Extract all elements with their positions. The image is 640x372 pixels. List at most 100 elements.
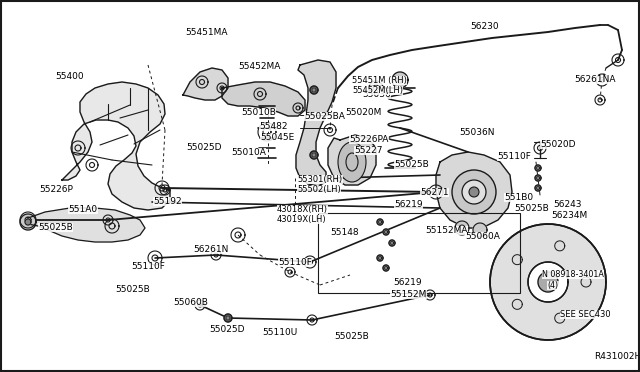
Polygon shape	[490, 224, 606, 340]
Text: 55025B: 55025B	[334, 332, 369, 341]
Polygon shape	[28, 208, 145, 242]
Text: 43018X(RH): 43018X(RH)	[277, 205, 328, 214]
Text: 56261NA: 56261NA	[574, 75, 616, 84]
Polygon shape	[535, 185, 541, 191]
Text: 551B0: 551B0	[504, 193, 533, 202]
Text: 55045E: 55045E	[260, 133, 294, 142]
Text: 55036N: 55036N	[459, 128, 495, 137]
Polygon shape	[328, 135, 376, 185]
Polygon shape	[20, 214, 36, 230]
Polygon shape	[555, 313, 564, 323]
Text: 55226PA: 55226PA	[349, 135, 388, 144]
Text: 56271: 56271	[420, 188, 449, 197]
Text: 55025BA: 55025BA	[304, 112, 345, 121]
Text: N 08918-3401A: N 08918-3401A	[542, 270, 604, 279]
Polygon shape	[528, 262, 568, 302]
Polygon shape	[581, 277, 591, 287]
Text: 56219: 56219	[394, 200, 422, 209]
Text: 55152M: 55152M	[390, 290, 426, 299]
Polygon shape	[555, 241, 564, 251]
Text: 55148: 55148	[330, 228, 358, 237]
Polygon shape	[383, 265, 389, 271]
Polygon shape	[385, 266, 387, 269]
Ellipse shape	[452, 170, 496, 214]
Polygon shape	[389, 240, 395, 246]
Text: 55025D: 55025D	[186, 143, 221, 152]
Text: 55060B: 55060B	[173, 298, 208, 307]
Text: 55110F: 55110F	[278, 258, 312, 267]
Polygon shape	[538, 272, 558, 292]
Polygon shape	[310, 151, 318, 159]
Text: 55451MA: 55451MA	[185, 28, 227, 37]
Text: 55226P: 55226P	[39, 185, 73, 194]
Polygon shape	[222, 82, 305, 116]
Text: 55010B: 55010B	[241, 108, 276, 117]
Text: 55502(LH): 55502(LH)	[297, 185, 340, 194]
Text: R431002H: R431002H	[594, 352, 640, 361]
Polygon shape	[312, 88, 316, 92]
Polygon shape	[25, 219, 31, 225]
Polygon shape	[226, 316, 230, 320]
Text: 55025B: 55025B	[115, 285, 150, 294]
Ellipse shape	[469, 187, 479, 197]
Polygon shape	[535, 175, 541, 181]
Polygon shape	[392, 72, 408, 88]
Text: 55110F: 55110F	[131, 262, 165, 271]
Text: 55301(RH): 55301(RH)	[297, 175, 342, 184]
Text: 55152MA: 55152MA	[425, 226, 467, 235]
Polygon shape	[436, 152, 512, 228]
Text: 55025B: 55025B	[394, 160, 429, 169]
Text: 55025B: 55025B	[514, 204, 548, 213]
Polygon shape	[312, 153, 316, 157]
Polygon shape	[296, 60, 336, 186]
Polygon shape	[383, 229, 389, 235]
Text: 56230: 56230	[470, 22, 499, 31]
Text: 55452M(LH): 55452M(LH)	[352, 86, 403, 95]
Polygon shape	[397, 77, 403, 83]
Polygon shape	[536, 167, 540, 170]
Text: 56243: 56243	[553, 200, 582, 209]
Text: SEE SEC430: SEE SEC430	[560, 310, 611, 319]
Polygon shape	[378, 221, 381, 224]
Polygon shape	[62, 82, 170, 210]
Text: 55482: 55482	[259, 122, 287, 131]
Text: 55036: 55036	[362, 90, 391, 99]
Text: 56219: 56219	[393, 278, 422, 287]
Text: 55452MA: 55452MA	[238, 62, 280, 71]
Text: 55227: 55227	[354, 146, 383, 155]
Polygon shape	[512, 255, 522, 264]
Polygon shape	[378, 257, 381, 260]
Ellipse shape	[338, 142, 366, 182]
Polygon shape	[536, 176, 540, 180]
Polygon shape	[535, 165, 541, 171]
Text: 551A0: 551A0	[68, 205, 97, 214]
Polygon shape	[310, 86, 318, 94]
Text: 56234M: 56234M	[551, 211, 588, 220]
Text: 55020M: 55020M	[345, 108, 381, 117]
Polygon shape	[512, 299, 522, 310]
Text: 55451M (RH): 55451M (RH)	[352, 76, 407, 85]
Bar	[318, 213, 520, 293]
Text: 55020D: 55020D	[540, 140, 575, 149]
Text: 55060A: 55060A	[465, 232, 500, 241]
Text: 55110F: 55110F	[497, 152, 531, 161]
Text: 55025D: 55025D	[209, 325, 244, 334]
Polygon shape	[377, 255, 383, 261]
Polygon shape	[455, 221, 469, 235]
Text: (4): (4)	[547, 281, 558, 290]
Ellipse shape	[462, 180, 486, 204]
Text: 56261N: 56261N	[193, 245, 228, 254]
Text: 55192: 55192	[153, 197, 182, 206]
Text: 55400: 55400	[55, 72, 84, 81]
Polygon shape	[224, 314, 232, 322]
Polygon shape	[183, 68, 228, 100]
Polygon shape	[385, 231, 387, 234]
Text: 55010A: 55010A	[231, 148, 266, 157]
Text: 43019X(LH): 43019X(LH)	[277, 215, 326, 224]
Polygon shape	[390, 241, 394, 244]
Text: 55110U: 55110U	[262, 328, 297, 337]
Polygon shape	[473, 223, 487, 237]
Polygon shape	[536, 186, 540, 189]
Text: 55025B: 55025B	[38, 223, 73, 232]
Polygon shape	[377, 219, 383, 225]
